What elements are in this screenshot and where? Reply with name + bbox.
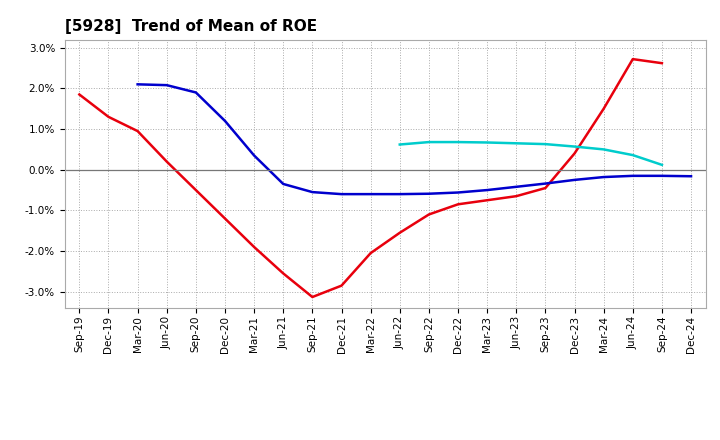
3 Years xyxy=(657,61,666,66)
3 Years xyxy=(395,230,404,235)
3 Years xyxy=(425,212,433,217)
7 Years xyxy=(512,141,521,146)
7 Years xyxy=(425,139,433,145)
7 Years xyxy=(483,140,492,145)
3 Years xyxy=(629,56,637,62)
3 Years xyxy=(133,128,142,134)
5 Years xyxy=(395,191,404,197)
3 Years xyxy=(308,294,317,300)
3 Years xyxy=(570,151,579,156)
Text: [5928]  Trend of Mean of ROE: [5928] Trend of Mean of ROE xyxy=(65,19,317,34)
7 Years xyxy=(599,147,608,152)
3 Years xyxy=(279,271,287,276)
7 Years xyxy=(570,144,579,149)
Line: 7 Years: 7 Years xyxy=(400,142,662,165)
3 Years xyxy=(366,250,375,256)
5 Years xyxy=(250,153,258,158)
5 Years xyxy=(629,173,637,179)
3 Years xyxy=(541,185,550,191)
5 Years xyxy=(133,82,142,87)
5 Years xyxy=(279,181,287,187)
5 Years xyxy=(425,191,433,196)
5 Years xyxy=(192,90,200,95)
5 Years xyxy=(220,118,229,124)
3 Years xyxy=(250,244,258,249)
5 Years xyxy=(570,177,579,183)
3 Years xyxy=(599,106,608,111)
3 Years xyxy=(104,114,113,120)
5 Years xyxy=(541,181,550,186)
3 Years xyxy=(454,202,462,207)
Line: 5 Years: 5 Years xyxy=(138,84,691,194)
7 Years xyxy=(395,142,404,147)
5 Years xyxy=(337,191,346,197)
5 Years xyxy=(454,190,462,195)
5 Years xyxy=(687,174,696,179)
5 Years xyxy=(366,191,375,197)
5 Years xyxy=(599,174,608,180)
Line: 3 Years: 3 Years xyxy=(79,59,662,297)
3 Years xyxy=(512,194,521,199)
7 Years xyxy=(657,162,666,168)
3 Years xyxy=(337,283,346,288)
5 Years xyxy=(483,187,492,193)
7 Years xyxy=(629,152,637,158)
3 Years xyxy=(220,216,229,221)
3 Years xyxy=(192,187,200,193)
3 Years xyxy=(75,92,84,97)
5 Years xyxy=(512,184,521,190)
3 Years xyxy=(483,198,492,203)
3 Years xyxy=(163,159,171,164)
5 Years xyxy=(163,83,171,88)
5 Years xyxy=(308,190,317,195)
5 Years xyxy=(657,173,666,179)
7 Years xyxy=(454,139,462,145)
7 Years xyxy=(541,142,550,147)
